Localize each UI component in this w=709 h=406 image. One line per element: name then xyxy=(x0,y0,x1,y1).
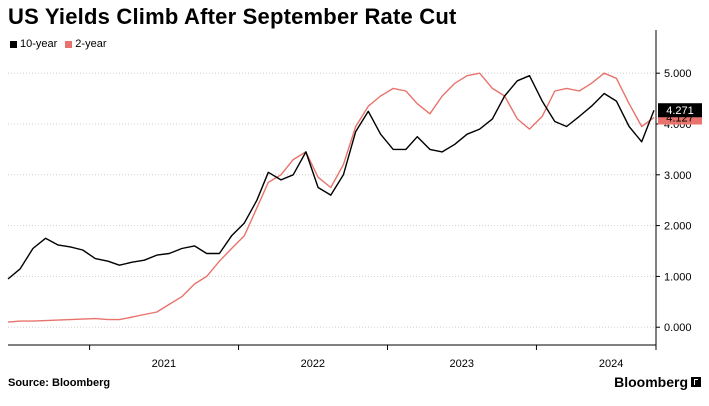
terminal-icon xyxy=(691,377,701,387)
legend-swatch-2-year xyxy=(65,40,73,48)
y-tick-label-0: 0.000 xyxy=(664,322,692,334)
legend-label-10-year: 10-year xyxy=(20,38,58,50)
legend-swatch-10-year xyxy=(10,40,17,48)
series-lines xyxy=(7,72,655,323)
source-note: Source: Bloomberg xyxy=(8,377,111,389)
legend: 10-year 2-year xyxy=(8,36,111,52)
series-line-10-year xyxy=(7,74,655,280)
bloomberg-logo: Bloomberg xyxy=(614,374,701,390)
series-line-2-year xyxy=(7,72,655,323)
last-value-label-10-year: 4.271 xyxy=(666,105,694,117)
bloomberg-wordmark: Bloomberg xyxy=(614,374,688,390)
last-value-box-10-year xyxy=(658,103,702,118)
legend-item-10-year: 10-year xyxy=(10,38,57,50)
y-tick-label-1: 1.000 xyxy=(664,271,692,283)
y-tick-label-5: 5.000 xyxy=(664,68,692,80)
legend-label-2-year: 2-year xyxy=(75,38,107,50)
x-tick-label-0: 2021 xyxy=(152,358,176,370)
gridlines xyxy=(8,72,656,328)
x-tick-label-2: 2023 xyxy=(450,358,474,370)
y-tick-label-2: 2.000 xyxy=(664,221,692,233)
y-tick-label-3: 3.000 xyxy=(664,170,692,182)
chart-title: US Yields Climb After September Rate Cut xyxy=(8,4,457,29)
x-tick-label-1: 2022 xyxy=(301,358,325,370)
legend-item-2-year: 2-year xyxy=(65,38,106,50)
x-tick-label-3: 2024 xyxy=(599,358,623,370)
